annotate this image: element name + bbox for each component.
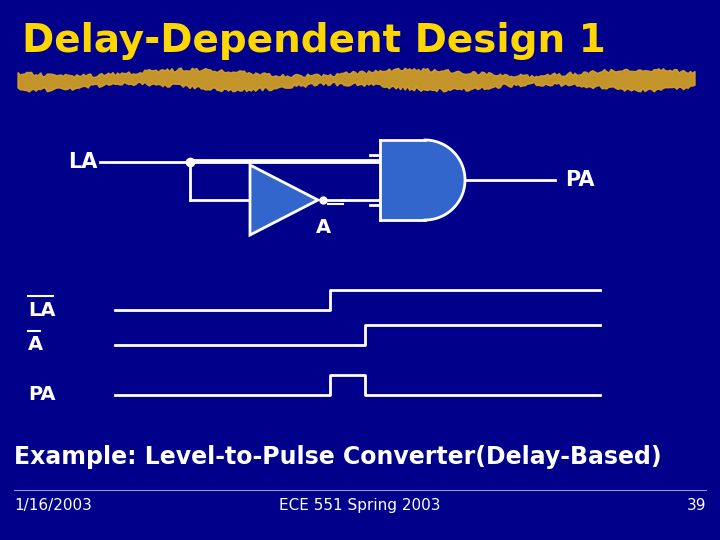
Text: LA: LA [28,300,55,320]
Text: LA: LA [68,152,97,172]
Text: ECE 551 Spring 2003: ECE 551 Spring 2003 [279,498,441,513]
Polygon shape [250,165,318,235]
Polygon shape [380,140,465,220]
Text: A: A [28,335,43,354]
Text: 39: 39 [686,498,706,513]
Text: Example: Level-to-Pulse Converter(Delay-Based): Example: Level-to-Pulse Converter(Delay-… [14,445,662,469]
Text: A: A [315,218,330,237]
Text: Delay-Dependent Design 1: Delay-Dependent Design 1 [22,22,606,60]
Polygon shape [18,68,695,92]
Text: PA: PA [565,170,595,190]
Text: PA: PA [28,386,55,404]
Text: 1/16/2003: 1/16/2003 [14,498,92,513]
